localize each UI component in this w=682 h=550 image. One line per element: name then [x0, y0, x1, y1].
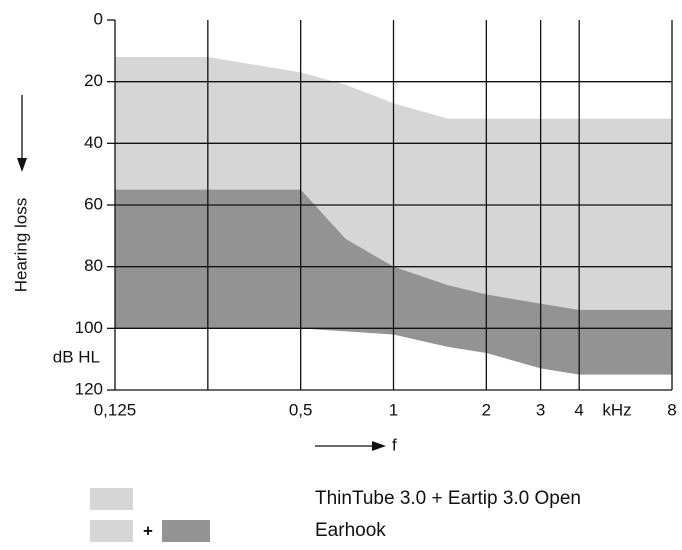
x-tick-label: 3	[536, 400, 545, 419]
y-tick-label: 60	[84, 194, 103, 213]
legend-label: ThinTube 3.0 + Eartip 3.0 Open	[315, 488, 581, 509]
x-unit: kHz	[602, 400, 631, 419]
legend-swatch	[162, 520, 210, 542]
x-label: f	[392, 435, 397, 454]
legend-swatch	[90, 488, 133, 510]
y-tick-label: 0	[94, 9, 103, 28]
x-tick-label: 0,5	[289, 400, 313, 419]
x-tick-label: 4	[574, 400, 583, 419]
x-tick-label: 1	[389, 400, 398, 419]
x-arrow-head	[372, 441, 386, 451]
x-tick-label: 8	[667, 400, 676, 419]
y-tick-label: 100	[75, 318, 103, 337]
legend-label: Earhook	[315, 520, 386, 541]
x-tick-label: 2	[482, 400, 491, 419]
y-tick-label: 120	[75, 379, 103, 398]
x-tick-label: 0,125	[94, 400, 137, 419]
y-tick-label: 40	[84, 133, 103, 152]
legend-swatch	[90, 520, 133, 542]
y-arrow-head	[17, 158, 27, 172]
y-unit: dB HL	[53, 347, 100, 366]
legend-plus: +	[143, 521, 153, 540]
y-tick-label: 20	[84, 71, 103, 90]
y-tick-label: 80	[84, 256, 103, 275]
y-label: Hearing loss	[11, 198, 30, 293]
